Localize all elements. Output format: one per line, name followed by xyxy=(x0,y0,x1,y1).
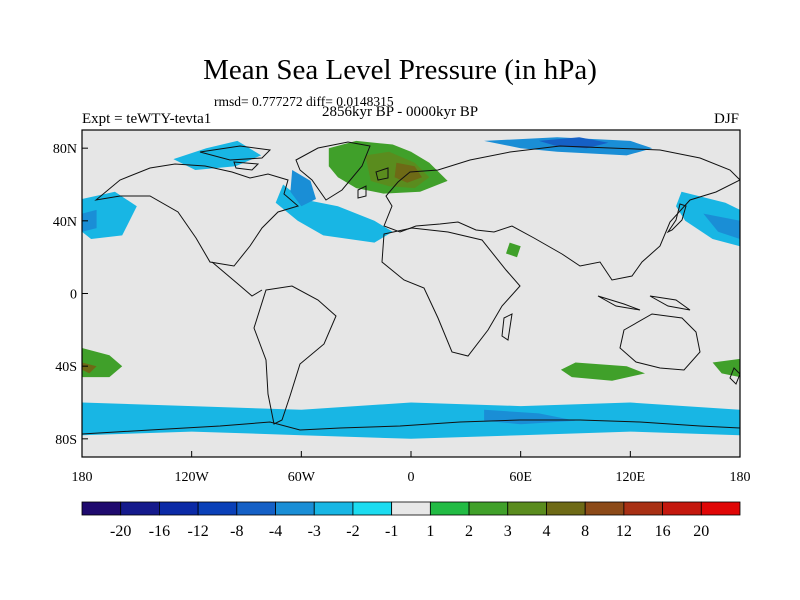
colorbar-label: 2 xyxy=(465,523,473,540)
experiment-label: Expt = teWTY-tevta1 xyxy=(82,111,212,127)
colorbar-label: -20 xyxy=(110,523,131,540)
anomaly-southern-ocean-negative xyxy=(82,402,740,439)
lat-tick-label: 0 xyxy=(70,288,77,303)
colorbar-swatch xyxy=(391,501,431,516)
anomaly-south-pacific-core xyxy=(82,362,97,374)
anomaly-labrador-negative xyxy=(290,170,316,207)
colorbar-label: -8 xyxy=(230,523,243,540)
colorbar-swatch xyxy=(120,501,160,516)
colorbar-label: 4 xyxy=(542,523,550,540)
colorbar-label: -3 xyxy=(308,523,321,540)
colorbar-swatch xyxy=(700,501,741,516)
colorbar: -20 -16 -12 -8 -4 -3 -2 -1 1 2 3 4 8 12 16 20 xyxy=(81,501,741,540)
colorbar-label: 12 xyxy=(616,523,632,540)
colorbar-swatch xyxy=(507,501,547,516)
colorbar-swatch xyxy=(468,501,509,516)
lon-tick-label: 0 xyxy=(408,470,415,485)
lon-tick-label: 120E xyxy=(616,470,646,485)
anomaly-north-pacific-core xyxy=(82,209,97,232)
colorbar-swatch xyxy=(236,501,276,516)
anomaly-north-atlantic-negative xyxy=(275,184,393,243)
anomaly-siberia-arctic-core xyxy=(538,137,609,149)
colorbar-swatch xyxy=(313,501,354,516)
colorbar-swatch xyxy=(159,501,199,516)
colorbar-swatch xyxy=(584,501,625,516)
colorbar-swatch xyxy=(352,501,393,516)
anomaly-tasman-positive xyxy=(712,358,740,378)
colorbar-swatch xyxy=(81,501,122,516)
colorbar-swatch xyxy=(429,501,470,516)
colorbar-label: -2 xyxy=(346,523,359,540)
period-label: 2856kyr BP - 0000kyr BP xyxy=(321,104,479,120)
lon-tick-label: 60E xyxy=(509,470,532,485)
season-label: DJF xyxy=(713,111,739,127)
anomaly-west-pacific-core xyxy=(703,213,740,239)
anomaly-red-sea-positive xyxy=(506,242,521,258)
anomaly-indian-ocean-positive xyxy=(560,362,645,381)
colorbar-swatch xyxy=(662,501,702,516)
colorbar-label: -16 xyxy=(149,523,170,540)
coastlines xyxy=(82,141,740,435)
lat-tick-label: 40S xyxy=(55,360,77,375)
colorbar-label: -4 xyxy=(269,523,282,540)
lon-tick-label: 180 xyxy=(72,470,93,485)
colorbar-label: 3 xyxy=(504,523,512,540)
colorbar-label: 20 xyxy=(693,523,709,540)
lat-tick-label: 80S xyxy=(55,433,77,448)
anomaly-greenland-low-core xyxy=(394,162,422,183)
colorbar-swatch xyxy=(197,501,238,516)
colorbar-swatch xyxy=(623,501,663,516)
colorbar-label: -1 xyxy=(385,523,398,540)
colorbar-label: -12 xyxy=(187,523,208,540)
colorbar-label: 1 xyxy=(426,523,434,540)
stats-text: rmsd= 0.777272 diff= 0.0148315 xyxy=(214,94,394,109)
plot-title: Mean Sea Level Pressure (in hPa) xyxy=(203,54,597,86)
lon-tick-label: 180 xyxy=(730,470,751,485)
lat-tick-label: 80N xyxy=(53,142,77,157)
lon-tick-label: 60W xyxy=(288,470,316,485)
colorbar-label: 8 xyxy=(581,523,589,540)
colorbar-swatch xyxy=(546,501,586,516)
lon-tick-label: 120W xyxy=(175,470,210,485)
colorbar-label: 16 xyxy=(655,523,671,540)
colorbar-swatch xyxy=(275,501,315,516)
axis-ticks: 80N 40N 0 40S 80S 180 120W 60W 0 60E 120E 180 xyxy=(53,142,751,485)
lat-tick-label: 40N xyxy=(53,215,77,230)
